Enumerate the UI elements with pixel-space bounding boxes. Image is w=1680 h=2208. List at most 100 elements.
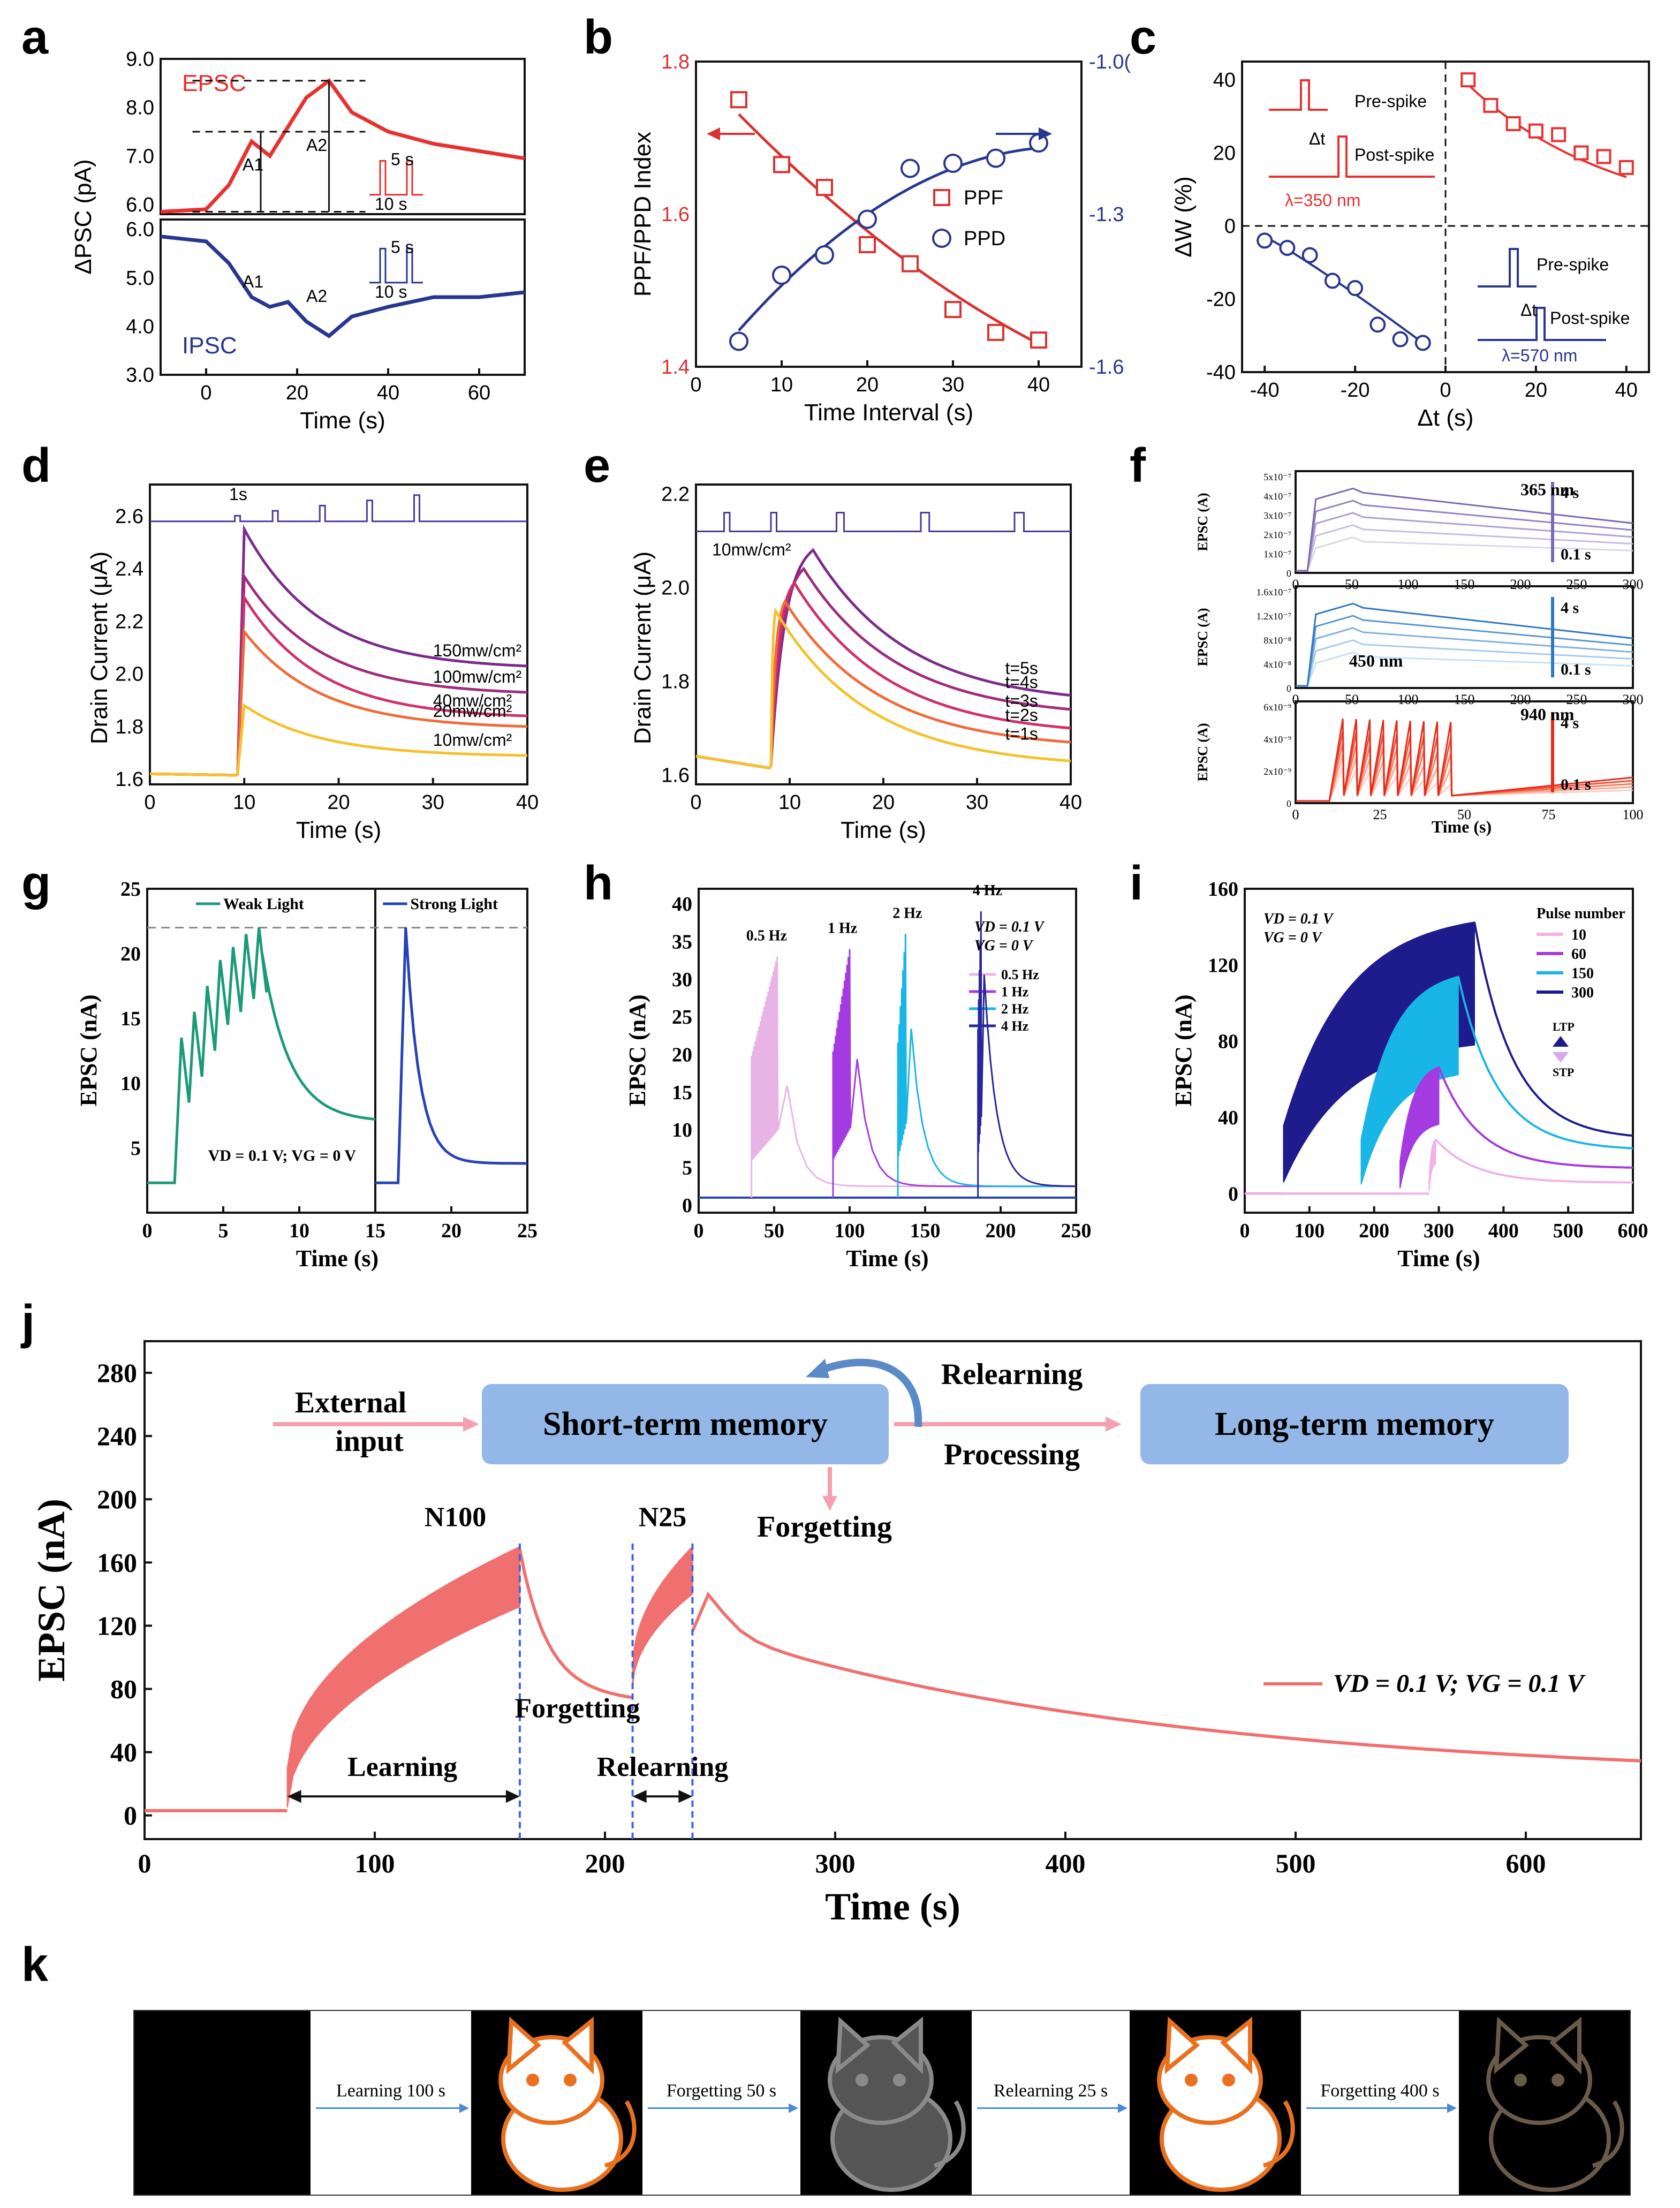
b-legend-ppd-marker xyxy=(932,229,951,248)
f-x-tick-label: 200 xyxy=(1510,577,1531,592)
k-cat-tail xyxy=(1262,2100,1295,2168)
g-x-tick-label: 5 xyxy=(218,1220,229,1242)
i-legend-title: Pulse number xyxy=(1537,905,1625,922)
panel-h: 0 50 100 150 200 250 0 5 10 15 20 25 30 35 40 Time (s) E… xyxy=(624,882,1092,1272)
i-x-tick-label: 500 xyxy=(1553,1220,1584,1242)
h-x-tick-label: 0 xyxy=(694,1220,704,1242)
panel-g: 0 5 10 15 20 25 5 10 15 20 25 Time (s) EPSC (nA) Weak… xyxy=(75,878,538,1272)
i-ltp-arrow xyxy=(1553,1036,1569,1047)
k-cat-tail xyxy=(933,2100,966,2168)
panel-label-k: k xyxy=(21,1938,49,1992)
f-wavelength-label: 365 nm xyxy=(1520,480,1575,499)
h-y-tick-label: 5 xyxy=(682,1157,692,1179)
j-ltm-box xyxy=(1140,1384,1569,1464)
b-legend-ppd-label: PPD xyxy=(964,228,1005,250)
a-a1-label: A1 xyxy=(243,155,263,174)
panel-b: 0 10 20 30 40 1.4 1.6 1.8 -1.6 -1.3 -1.0(Time Inte… xyxy=(630,51,1131,426)
h-plot-frame xyxy=(698,888,1077,1214)
k-cat-eye xyxy=(1514,2074,1527,2086)
k-cat-ear xyxy=(1494,2016,1530,2074)
j-input-arrowhead xyxy=(463,1417,479,1432)
j-arrowhead xyxy=(287,1790,301,1803)
j-x-tick-label: 100 xyxy=(355,1848,395,1878)
j-x-axis-title: Time (s) xyxy=(825,1885,960,1928)
h-x-tick-label: 50 xyxy=(764,1220,784,1242)
d-series-line xyxy=(149,628,528,777)
g-y-tick-label: 10 xyxy=(120,1072,141,1095)
b-ppd-point xyxy=(815,245,834,264)
panel-label-c: c xyxy=(1130,11,1156,64)
e-series-line xyxy=(695,580,1071,770)
c-neg-point xyxy=(1369,316,1386,333)
k-cat-learned xyxy=(498,2016,637,2192)
k-cat-eye xyxy=(1552,2074,1564,2086)
i-legend-label: 300 xyxy=(1571,985,1594,1001)
c-pos-point xyxy=(1551,127,1567,142)
k-cat-eye xyxy=(526,2074,539,2086)
j-y-tick-label: 200 xyxy=(97,1484,137,1514)
j-relearn-arrowhead xyxy=(806,1359,829,1378)
f-x-tick-label: 100 xyxy=(1398,692,1419,707)
h-y-tick-label: 40 xyxy=(672,893,692,916)
b-x-axis-title: Time Interval (s) xyxy=(804,399,973,426)
j-x-tick-label: 400 xyxy=(1046,1848,1086,1878)
f-y-axis-title: EPSC (A) xyxy=(1195,493,1210,551)
d-x-tick-label: 40 xyxy=(516,791,539,814)
a-pulse-icon xyxy=(369,160,423,196)
a-pulse-label: 5 s xyxy=(391,149,414,169)
f-sub-frame xyxy=(1295,700,1634,804)
h-y-axis-title: EPSC (nA) xyxy=(624,994,650,1106)
c-l1-label: λ=350 nm xyxy=(1285,191,1360,210)
i-ltp-label: LTP xyxy=(1553,1020,1575,1033)
f-y-tick-label: 6x10⁻⁹ xyxy=(1263,702,1291,713)
j-y-tick-label: 0 xyxy=(124,1801,137,1831)
f-hi-label: 4 s xyxy=(1561,714,1579,732)
a-a2-label: A2 xyxy=(306,135,327,155)
h-y-tick-label: 15 xyxy=(672,1082,692,1104)
f-x-tick-label: 100 xyxy=(1623,807,1644,822)
f-x-tick-label: 150 xyxy=(1454,577,1475,592)
f-x-tick-label: 50 xyxy=(1345,577,1359,592)
a-pulse-label: 5 s xyxy=(391,237,414,256)
f-sub-frame xyxy=(1295,470,1634,574)
a-a1-label: A1 xyxy=(243,272,263,291)
g-y-tick-label: 20 xyxy=(120,943,141,965)
f-y-tick-label: 2x10⁻⁷ xyxy=(1263,530,1291,540)
c-neg-point xyxy=(1324,273,1341,289)
a-y-tick-label: 3.0 xyxy=(126,364,154,387)
h-y-tick-label: 10 xyxy=(672,1119,692,1141)
b-ppf-point xyxy=(902,255,919,273)
panel-c: -40 -20 0 20 40 -40 -20 0 20 40 Δt (s) ΔW (%) Pre-sp… xyxy=(1170,61,1650,431)
f-y-tick-label: 0 xyxy=(1287,568,1291,579)
k-cat-head xyxy=(828,2035,934,2125)
f-wavelength-label: 940 nm xyxy=(1520,705,1575,724)
j-arrowhead xyxy=(505,1790,520,1803)
b-right-arrow-head xyxy=(1039,127,1052,140)
h-y-tick-label: 0 xyxy=(682,1194,692,1217)
f-y-axis-title: EPSC (A) xyxy=(1195,608,1210,666)
c-pos-point xyxy=(1573,145,1589,161)
g-plot-frame xyxy=(146,888,528,1214)
panel-label-h: h xyxy=(584,857,613,910)
panel-label-a: a xyxy=(21,11,49,64)
f-x-tick-label: 250 xyxy=(1567,692,1587,707)
j-decay-line xyxy=(691,1591,1641,1763)
c-dt-label: Δt xyxy=(1309,129,1325,148)
j-forget-arrowhead xyxy=(822,1496,837,1511)
c-pos-point xyxy=(1618,160,1634,175)
d-series-label: 20mw/cm² xyxy=(433,701,512,721)
b-ppf-point xyxy=(1030,331,1047,349)
k-cat-head xyxy=(1486,2035,1592,2125)
d-x-tick-label: 0 xyxy=(144,791,155,814)
j-processing-label: Processing xyxy=(944,1438,1080,1471)
h-series-tag: 0.5 Hz xyxy=(746,928,787,944)
c-pre-pulse xyxy=(1269,79,1328,111)
k-arrowhead xyxy=(1118,2103,1127,2113)
b-x-tick-label: 20 xyxy=(856,374,879,396)
e-y-tick-label: 1.8 xyxy=(661,671,690,693)
h-legend-label: 1 Hz xyxy=(1001,984,1028,1000)
j-n100-label: N100 xyxy=(425,1502,487,1532)
i-vg-label: VG = 0 V xyxy=(1263,929,1323,946)
c-pre-label: Pre-spike xyxy=(1354,92,1427,111)
h-y-tick-label: 35 xyxy=(672,931,692,953)
